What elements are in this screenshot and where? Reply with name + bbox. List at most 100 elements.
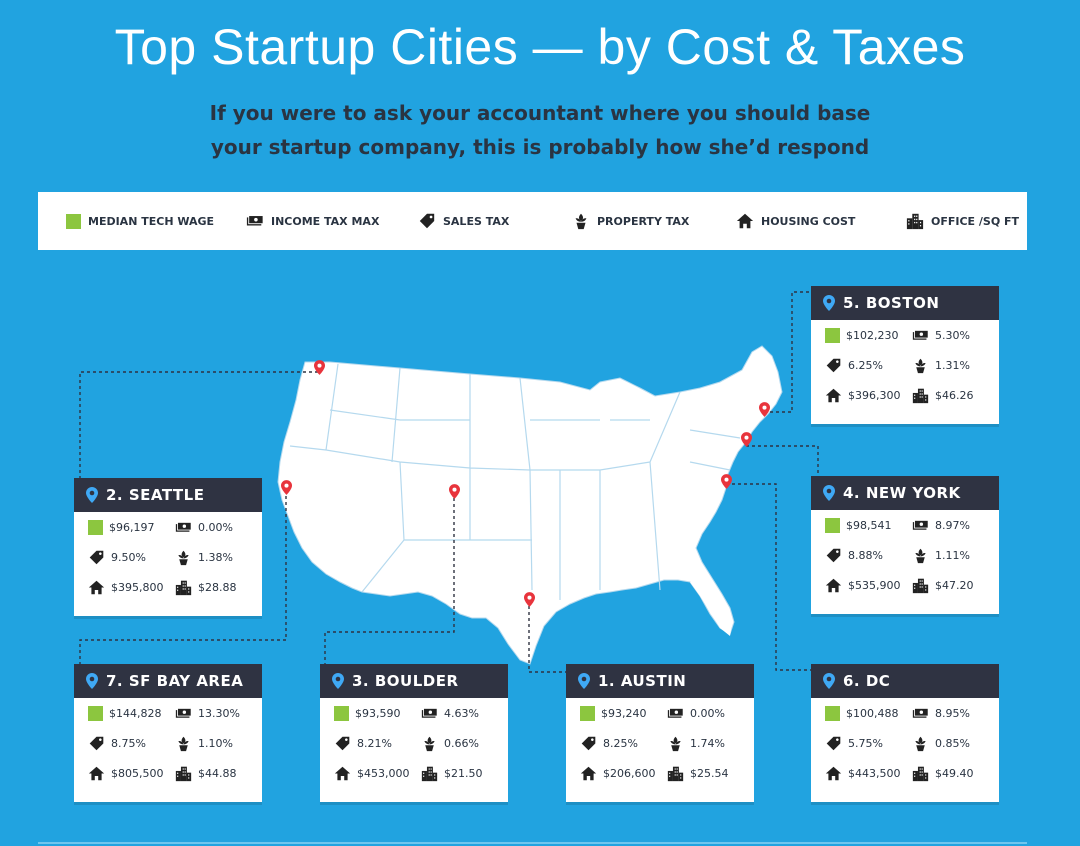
plant-pot-icon	[175, 549, 192, 566]
legend-office-sq-ft: OFFICE /SQ FT	[906, 192, 1019, 250]
property-tax: 0.85%	[935, 736, 970, 750]
money-stack-icon	[421, 705, 438, 722]
city-card-sf-bay-area: 7. SF BAY AREA $144,828 13.30% 8.75% 1.1…	[74, 664, 262, 802]
city-name: 7. SF BAY AREA	[106, 672, 244, 690]
legend-label: PROPERTY TAX	[597, 214, 690, 228]
income-tax-max: 13.30%	[198, 706, 240, 720]
median-tech-wage: $98,541	[846, 518, 892, 532]
median-tech-wage: $96,197	[109, 520, 155, 534]
legend-median-tech-wage: MEDIAN TECH WAGE	[66, 192, 214, 250]
office-building-icon	[912, 577, 929, 594]
legend-label: MEDIAN TECH WAGE	[88, 214, 215, 228]
income-tax-max: 8.97%	[935, 518, 970, 532]
card-header: 5. BOSTON	[811, 286, 999, 320]
housing-cost: $396,300	[848, 388, 901, 402]
median-tech-wage: $144,828	[109, 706, 162, 720]
plant-pot-icon	[912, 357, 929, 374]
office-sq-ft: $21.50	[444, 766, 483, 780]
money-stack-icon	[912, 327, 929, 344]
housing-cost: $535,900	[848, 578, 901, 592]
office-building-icon	[912, 765, 929, 782]
housing-cost: $206,600	[603, 766, 656, 780]
state-borders	[289, 363, 741, 600]
card-header: 3. BOULDER	[320, 664, 508, 698]
wage-square-icon	[66, 213, 81, 229]
leader-lines	[79, 291, 819, 673]
city-name: 1. AUSTIN	[598, 672, 687, 690]
price-tag-icon	[825, 357, 842, 374]
city-name: 4. NEW YORK	[843, 484, 961, 502]
sales-tax: 9.50%	[111, 550, 146, 564]
money-stack-icon	[175, 519, 192, 536]
location-pin-icon	[86, 487, 98, 503]
money-stack-icon	[912, 517, 929, 534]
housing-cost: $443,500	[848, 766, 901, 780]
house-icon	[88, 579, 105, 596]
median-tech-wage: $93,590	[355, 706, 401, 720]
city-name: 5. BOSTON	[843, 294, 940, 312]
legend-label: SALES TAX	[443, 214, 510, 228]
leader-line-boulder	[324, 492, 455, 664]
plant-pot-icon	[912, 547, 929, 564]
price-tag-icon	[580, 735, 597, 752]
wage-square-icon	[825, 705, 840, 721]
wage-square-icon	[334, 705, 349, 721]
house-icon	[580, 765, 597, 782]
money-stack-icon	[667, 705, 684, 722]
city-name: 3. BOULDER	[352, 672, 459, 690]
sales-tax: 6.25%	[848, 358, 883, 372]
office-building-icon	[421, 765, 438, 782]
location-pin-icon	[578, 673, 590, 689]
leader-line-dc	[726, 483, 811, 671]
location-pin-icon	[823, 295, 835, 311]
page-subtitle: If you were to ask your accountant where…	[209, 101, 871, 159]
price-tag-icon	[825, 547, 842, 564]
city-card-austin: 1. AUSTIN $93,240 0.00% 8.25% 1.74% $206…	[566, 664, 754, 802]
income-tax-max: 5.30%	[935, 328, 970, 342]
plant-pot-icon	[421, 735, 438, 752]
card-header: 6. DC	[811, 664, 999, 698]
legend-sales-tax: SALES TAX	[418, 192, 509, 250]
card-header: 7. SF BAY AREA	[74, 664, 262, 698]
legend-label: OFFICE /SQ FT	[931, 214, 1020, 228]
housing-cost: $395,800	[111, 580, 164, 594]
property-tax: 1.10%	[198, 736, 233, 750]
plant-pot-icon	[667, 735, 684, 752]
leader-line-boston	[764, 291, 811, 413]
sales-tax: 8.25%	[603, 736, 638, 750]
plant-pot-icon	[912, 735, 929, 752]
office-building-icon	[175, 765, 192, 782]
office-building-icon	[912, 387, 929, 404]
office-sq-ft: $28.88	[198, 580, 237, 594]
median-tech-wage: $93,240	[601, 706, 647, 720]
office-sq-ft: $25.54	[690, 766, 729, 780]
location-pin-icon	[332, 673, 344, 689]
money-stack-icon	[175, 705, 192, 722]
city-card-dc: 6. DC $100,488 8.95% 5.75% 0.85% $443,50…	[811, 664, 999, 802]
money-stack-icon	[912, 705, 929, 722]
office-building-icon	[175, 579, 192, 596]
leader-line-seattle	[79, 371, 318, 480]
sales-tax: 5.75%	[848, 736, 883, 750]
legend-housing-cost: HOUSING COST	[736, 192, 855, 250]
wage-square-icon	[88, 519, 103, 535]
office-sq-ft: $49.40	[935, 766, 974, 780]
office-sq-ft: $47.20	[935, 578, 974, 592]
wage-square-icon	[580, 705, 595, 721]
price-tag-icon	[88, 735, 105, 752]
income-tax-max: 4.63%	[444, 706, 479, 720]
price-tag-icon	[88, 549, 105, 566]
city-card-boulder: 3. BOULDER $93,590 4.63% 8.21% 0.66% $45…	[320, 664, 508, 802]
leader-line-newyork	[746, 445, 819, 478]
leader-line-austin	[528, 600, 568, 673]
wage-square-icon	[825, 517, 840, 533]
house-icon	[334, 765, 351, 782]
plant-pot-icon	[175, 735, 192, 752]
house-icon	[825, 765, 842, 782]
legend-bar: MEDIAN TECH WAGE INCOME TAX MAX SALES TA…	[38, 192, 1027, 250]
median-tech-wage: $102,230	[846, 328, 899, 342]
city-card-seattle: 2. SEATTLE $96,197 0.00% 9.50% 1.38% $39…	[74, 478, 262, 616]
city-name: 6. DC	[843, 672, 891, 690]
house-icon	[825, 577, 842, 594]
